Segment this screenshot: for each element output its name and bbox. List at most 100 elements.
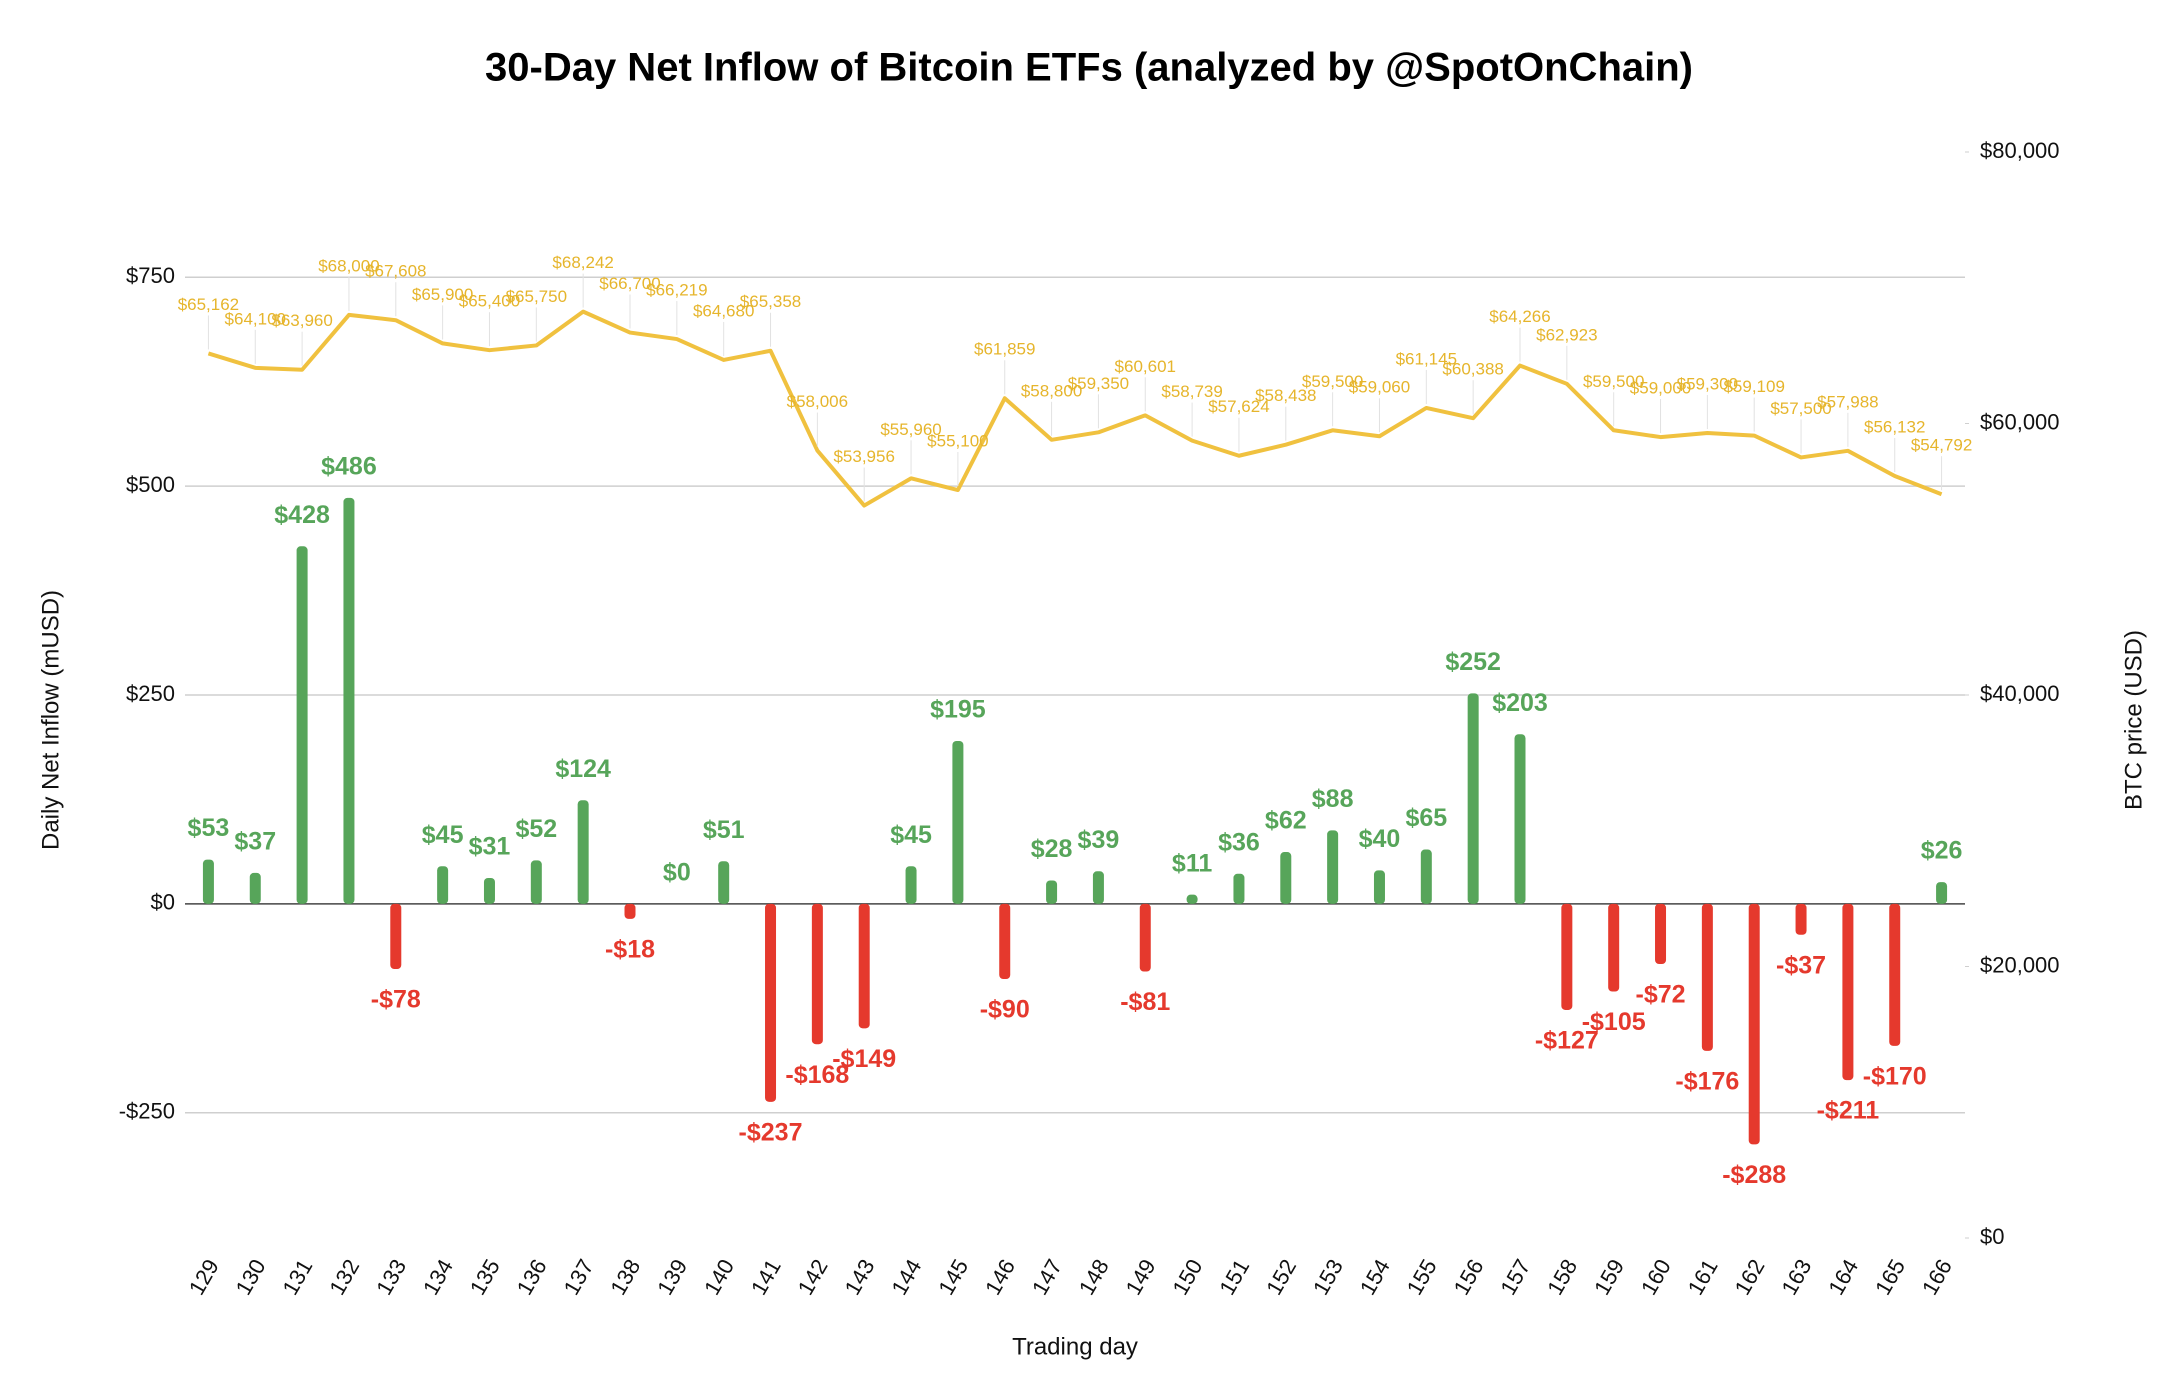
line-value-label: $59,500 [1583,372,1644,391]
y-tick-label: $0 [151,890,175,915]
bar-value-label: -$78 [371,986,421,1014]
bar-value-label: $11 [1172,849,1212,877]
x-tick-label: 130 [231,1255,271,1299]
x-tick-label: 146 [980,1255,1020,1299]
bar-value-label: -$168 [785,1061,849,1089]
bar [999,903,1011,980]
x-tick-label: 160 [1636,1255,1676,1299]
x-tick-label: 153 [1308,1255,1348,1299]
bar [1467,693,1479,904]
bar-value-label: -$288 [1722,1161,1786,1189]
bar [1561,903,1573,1010]
bar [624,903,636,919]
bar-value-label: $0 [663,858,691,886]
line-value-label: $60,601 [1115,357,1176,376]
bar-value-label: $88 [1312,785,1354,813]
x-tick-label: 133 [371,1255,411,1299]
bar-value-label: $45 [422,821,464,849]
bar-value-label: -$127 [1535,1027,1599,1055]
line-value-label: $59,350 [1068,374,1129,393]
bar [249,872,261,904]
line-value-label: $56,132 [1864,417,1925,436]
bar [343,497,355,904]
y-axis-title: Daily Net Inflow (mUSD) [37,590,64,850]
bar-value-label: $203 [1492,689,1548,717]
line-value-label: $65,750 [506,287,567,306]
x-tick-label: 158 [1542,1255,1582,1299]
line-value-label: $59,060 [1349,378,1410,397]
bar [1139,903,1151,972]
bar [1327,830,1339,904]
line-value-label: $55,100 [927,432,988,451]
bar-value-label: $65 [1405,804,1447,832]
bar-value-label: $195 [930,696,986,724]
bar [390,903,402,970]
bar-value-label: -$211 [1817,1097,1880,1125]
y2-tick-label: $20,000 [1980,952,2060,977]
x-tick-label: 147 [1027,1255,1067,1299]
x-tick-label: 136 [512,1255,552,1299]
bar-value-label: $28 [1031,835,1073,863]
x-tick-label: 161 [1683,1255,1723,1299]
line-value-label: $66,219 [646,281,707,300]
x-tick-label: 151 [1214,1255,1254,1299]
line-value-label: $67,608 [365,262,426,281]
bar [1889,903,1901,1046]
x-tick-label: 141 [746,1255,786,1299]
bar [296,546,308,904]
line-value-label: $64,266 [1489,307,1550,326]
line-value-label: $68,242 [552,253,613,272]
x-tick-label: 157 [1495,1255,1535,1299]
bar-value-label: -$237 [739,1118,803,1146]
bar [1233,873,1245,904]
line-value-label: $57,500 [1770,399,1831,418]
bar-value-label: $36 [1218,828,1260,856]
line-value-label: $59,300 [1677,374,1738,393]
line-value-label: $60,388 [1442,360,1503,379]
x-tick-label: 144 [886,1255,926,1299]
x-tick-label: 150 [1167,1255,1207,1299]
bar-value-label: $124 [555,755,611,783]
line-value-label: $58,006 [787,392,848,411]
line-value-label: $53,956 [833,447,894,466]
y-tick-label: -$250 [119,1099,175,1124]
x-tick-label: 154 [1355,1255,1395,1299]
bar-value-label: $40 [1359,825,1401,853]
line-value-label: $59,500 [1302,372,1363,391]
bar-value-label: -$90 [980,996,1030,1024]
bar [1420,849,1432,904]
bar-value-label: $37 [234,828,276,856]
line-value-label: $64,100 [225,309,286,328]
bar [811,903,823,1045]
x-tick-label: 156 [1449,1255,1489,1299]
line-value-label: $61,859 [974,340,1035,359]
line-value-label: $58,739 [1161,382,1222,401]
x-tick-label: 166 [1917,1255,1957,1299]
x-tick-label: 149 [1121,1255,1161,1299]
line-value-label: $59,000 [1630,379,1691,398]
x-tick-label: 159 [1589,1255,1629,1299]
line-value-label: $65,162 [178,295,239,314]
bar [905,866,917,904]
bar [577,800,589,904]
y2-tick-label: $80,000 [1980,138,2060,163]
x-tick-label: 162 [1730,1255,1770,1299]
x-tick-label: 129 [184,1255,224,1299]
x-tick-label: 134 [418,1255,458,1299]
bar [483,877,495,904]
x-tick-label: 163 [1776,1255,1816,1299]
bar-value-label: $39 [1078,826,1120,854]
line-value-label: $55,960 [880,420,941,439]
bar-value-label: $428 [274,501,330,529]
y2-tick-label: $60,000 [1980,409,2060,434]
bar [1092,871,1104,904]
bar [858,903,870,1029]
line-value-label: $65,900 [412,285,473,304]
bar [1655,903,1667,964]
bar-value-label: $26 [1921,837,1963,865]
x-axis-title: Trading day [1012,1333,1138,1360]
y-tick-label: $750 [126,263,175,288]
bar-value-label: $252 [1445,648,1501,676]
line-value-label: $63,960 [271,311,332,330]
